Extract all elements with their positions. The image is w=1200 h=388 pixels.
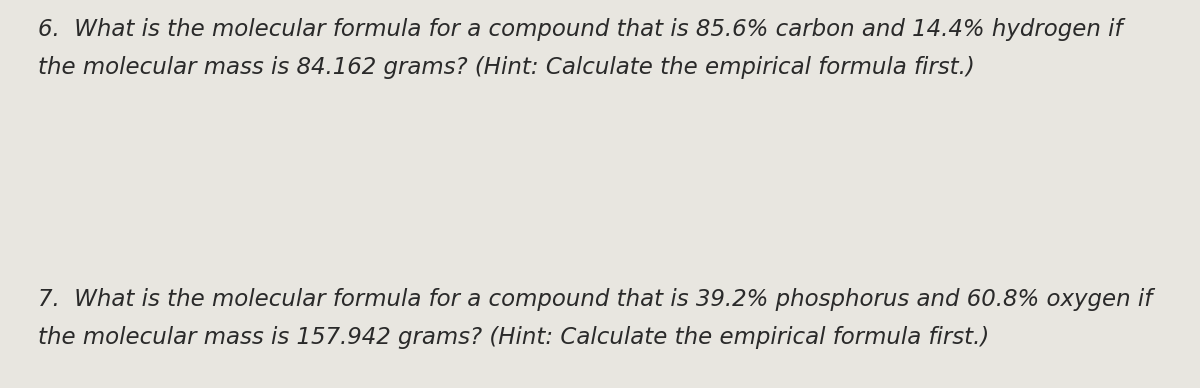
Text: the molecular mass is 84.162 grams? (Hint: Calculate the empirical formula first: the molecular mass is 84.162 grams? (Hin… — [38, 56, 974, 79]
Text: the molecular mass is 157.942 grams? (Hint: Calculate the empirical formula firs: the molecular mass is 157.942 grams? (Hi… — [38, 326, 989, 349]
Text: 7.  What is the molecular formula for a compound that is 39.2% phosphorus and 60: 7. What is the molecular formula for a c… — [38, 288, 1152, 311]
Text: 6.  What is the molecular formula for a compound that is 85.6% carbon and 14.4% : 6. What is the molecular formula for a c… — [38, 18, 1122, 41]
